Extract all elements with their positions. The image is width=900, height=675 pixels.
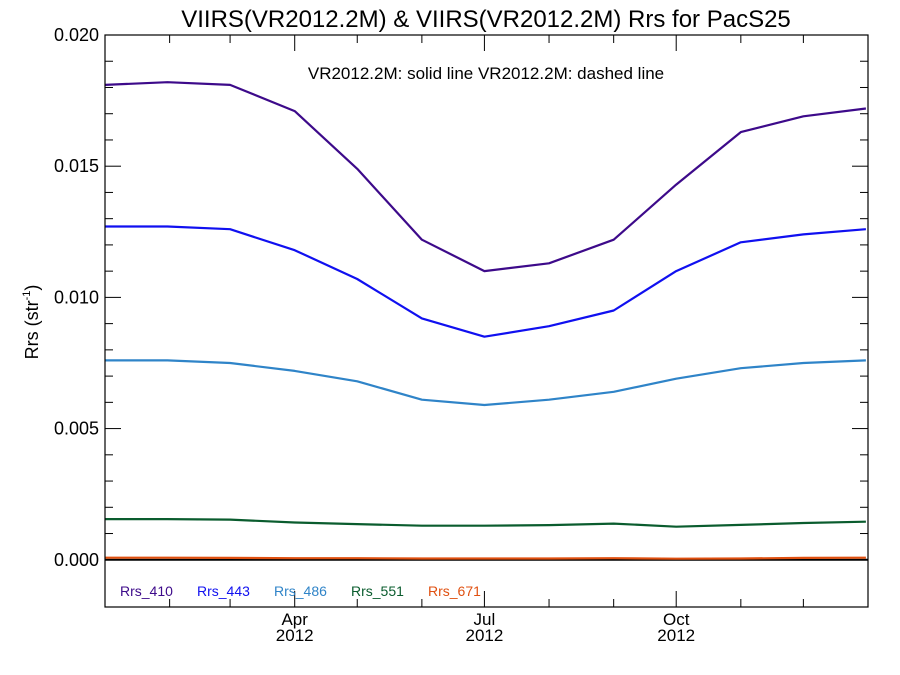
y-tick-label: 0.000 <box>54 550 99 570</box>
series-line-rrs-443 <box>105 225 866 338</box>
y-axis-label-text: Rrs (str <box>22 300 42 359</box>
series-line-rrs-551 <box>105 517 866 528</box>
x-tick-label-month: Oct <box>663 610 690 629</box>
legend-entry-rrs-486: Rrs_486 <box>274 583 327 599</box>
x-tick-label-year: 2012 <box>276 626 314 645</box>
series-line-rrs-486 <box>105 359 866 407</box>
x-tick-label-year: 2012 <box>466 626 504 645</box>
y-tick-label: 0.015 <box>54 156 99 176</box>
legend-entry-rrs-671: Rrs_671 <box>428 583 481 599</box>
legend-entry-rrs-410: Rrs_410 <box>120 583 173 599</box>
series-line-rrs-671 <box>105 556 866 560</box>
y-tick-label: 0.020 <box>54 25 99 45</box>
line-style-annotation: VR2012.2M: solid line VR2012.2M: dashed … <box>308 64 664 83</box>
y-axis-label-exponent: -1 <box>21 291 33 301</box>
svg-text:Rrs (str-1): Rrs (str-1) <box>21 285 42 360</box>
legend-entry-rrs-443: Rrs_443 <box>197 583 250 599</box>
x-tick-label-year: 2012 <box>657 626 695 645</box>
chart-title: VIIRS(VR2012.2M) & VIIRS(VR2012.2M) Rrs … <box>181 6 791 33</box>
y-axis-label-suffix: ) <box>22 285 42 291</box>
y-tick-label: 0.005 <box>54 419 99 439</box>
series-line-rrs-410 <box>104 81 867 273</box>
x-tick-label-month: Jul <box>474 610 496 629</box>
x-tick-label-month: Apr <box>281 610 308 629</box>
plot-frame <box>104 34 869 608</box>
legend-entry-rrs-551: Rrs_551 <box>351 583 404 599</box>
y-axis-label: Rrs (str-1) <box>21 285 42 360</box>
y-tick-label: 0.010 <box>54 287 99 307</box>
